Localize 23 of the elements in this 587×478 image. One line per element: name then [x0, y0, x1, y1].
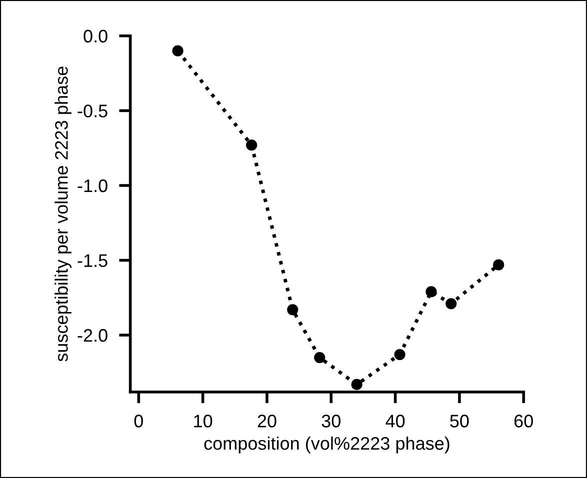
y-tick-label: 0.0 — [84, 30, 108, 43]
x-tick-label: 60 — [514, 414, 533, 428]
point — [446, 298, 457, 310]
x-tick-label: 20 — [258, 414, 276, 428]
y-tick-label: -1.5 — [78, 254, 108, 268]
point — [172, 45, 184, 56]
x-tick-label: 50 — [450, 414, 469, 428]
y-axis-title: susceptibility per volume 2223 phase — [54, 66, 72, 362]
x-tick-label: 10 — [194, 414, 212, 428]
point — [246, 140, 258, 151]
x-tick-label: 30 — [322, 414, 340, 428]
x-axis-title: composition (vol%2223 phase) — [204, 436, 450, 454]
point — [351, 378, 362, 390]
y-tick-label: -0.5 — [78, 104, 108, 118]
x-tick-label: 40 — [386, 414, 405, 428]
point — [394, 349, 406, 360]
point — [287, 304, 298, 316]
x-tick-label: 0 — [134, 414, 143, 428]
point — [426, 286, 437, 298]
y-tick-label: -2.0 — [78, 329, 108, 342]
point — [314, 352, 326, 364]
y-tick-label: -1.0 — [78, 179, 108, 192]
point — [493, 259, 504, 270]
